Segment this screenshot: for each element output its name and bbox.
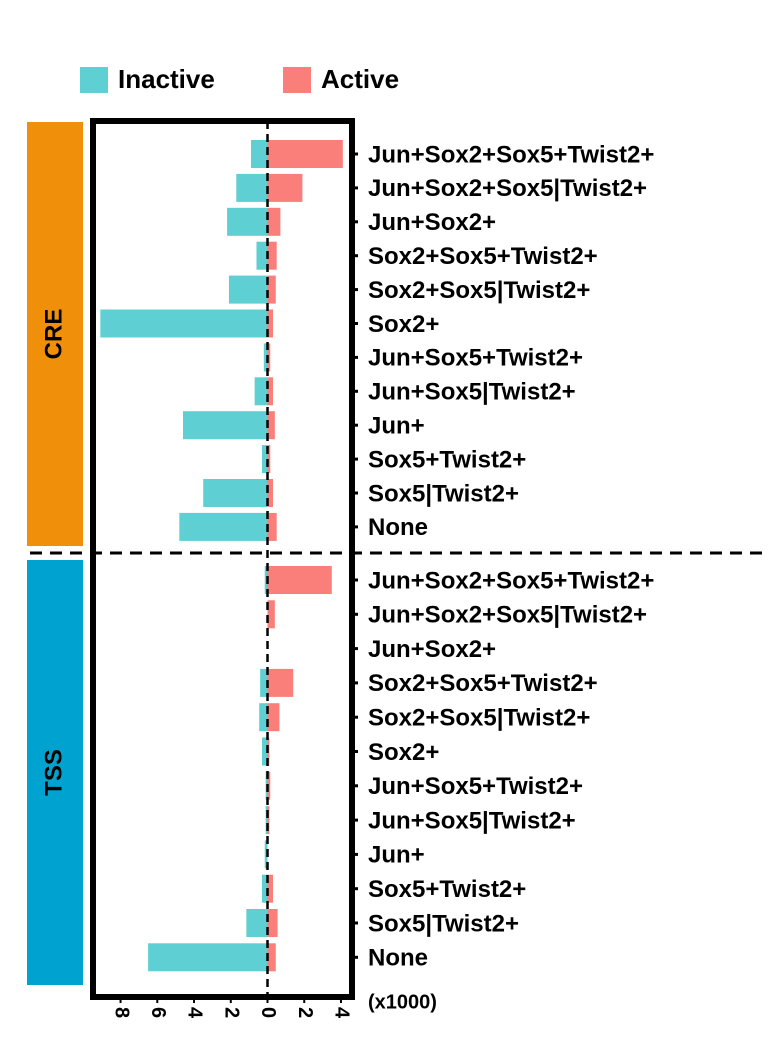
bar	[265, 806, 268, 835]
bar	[148, 943, 268, 972]
bar	[250, 140, 268, 168]
category-label: Sox5|Twist2+	[368, 480, 519, 507]
bar	[267, 241, 277, 270]
bar	[267, 445, 271, 474]
bar	[261, 445, 268, 474]
bar	[267, 140, 343, 168]
category-label: Sox2+Sox5+Twist2+	[368, 243, 598, 270]
group-label: CRE	[40, 309, 67, 360]
group-band	[27, 560, 83, 985]
legend-swatch	[283, 67, 311, 93]
category-label: Jun+Sox2+Sox5|Twist2+	[368, 602, 647, 629]
category-label: Jun+	[368, 842, 425, 869]
category-label: Jun+Sox5|Twist2+	[368, 807, 576, 834]
category-label: Sox2+Sox5|Twist2+	[368, 705, 590, 732]
category-label: Sox2+Sox5|Twist2+	[368, 277, 590, 304]
bar	[267, 173, 303, 202]
category-label: Jun+Sox2+Sox5+Twist2+	[368, 141, 654, 168]
bar	[267, 600, 275, 629]
category-label: Jun+Sox2+	[368, 209, 496, 236]
bar	[264, 566, 268, 594]
bar	[267, 566, 332, 594]
bar	[267, 771, 271, 800]
bar	[261, 874, 268, 903]
bar	[267, 275, 276, 304]
bar	[267, 909, 278, 937]
legend-swatch	[80, 67, 108, 93]
bar	[267, 343, 271, 372]
bar	[267, 874, 274, 903]
bar	[179, 512, 268, 541]
bar	[183, 411, 268, 440]
bar	[267, 512, 277, 541]
legend-label: Inactive	[118, 64, 215, 94]
category-label: Jun+Sox2+Sox5+Twist2+	[368, 567, 654, 594]
bar	[267, 668, 294, 697]
group-label: TSS	[40, 749, 67, 796]
legend-label: Active	[321, 64, 399, 94]
x-tick-label: 6	[147, 1007, 169, 1018]
category-label: Jun+Sox2+	[368, 636, 496, 663]
bar	[267, 207, 281, 236]
bar	[246, 909, 268, 937]
bar	[267, 309, 274, 338]
category-label: Sox2+	[368, 739, 439, 766]
category-label: Jun+	[368, 413, 425, 440]
x-tick-label: 0	[257, 1007, 279, 1018]
x-tick-label: 2	[220, 1007, 242, 1018]
category-label: Jun+Sox5+Twist2+	[368, 345, 583, 372]
bar	[267, 806, 270, 835]
category-label: Jun+Sox5|Twist2+	[368, 379, 576, 406]
bar	[236, 173, 268, 202]
bar	[256, 241, 268, 270]
plot-frame	[90, 118, 355, 1000]
bar	[260, 668, 268, 697]
bar	[228, 275, 268, 304]
category-label: Sox5+Twist2+	[368, 446, 526, 473]
x-tick-label: 4	[331, 1007, 353, 1019]
bar	[259, 703, 268, 732]
bar	[267, 479, 274, 507]
bar	[227, 207, 268, 236]
category-label: Jun+Sox2+Sox5|Twist2+	[368, 175, 647, 202]
bar	[263, 343, 268, 372]
category-label: Sox2+Sox5+Twist2+	[368, 670, 598, 697]
group-band	[27, 122, 83, 546]
category-label: None	[368, 514, 428, 541]
x-tick-label: 4	[184, 1007, 206, 1019]
bar	[267, 377, 274, 406]
category-label: Sox2+	[368, 311, 439, 338]
bar	[203, 479, 268, 507]
x-tick-label: 2	[294, 1007, 316, 1018]
bar	[267, 943, 276, 972]
category-label: Jun+Sox5+Twist2+	[368, 773, 583, 800]
bar	[261, 737, 268, 766]
bar	[254, 377, 268, 406]
bar	[267, 411, 275, 440]
bar	[267, 703, 280, 732]
x-tick-label: 8	[110, 1007, 132, 1018]
category-label: Sox5+Twist2+	[368, 876, 526, 903]
category-label: Sox5|Twist2+	[368, 910, 519, 937]
bar	[100, 309, 268, 338]
bar	[264, 840, 268, 869]
x-unit-label: (x1000)	[368, 991, 437, 1013]
category-label: None	[368, 945, 428, 972]
